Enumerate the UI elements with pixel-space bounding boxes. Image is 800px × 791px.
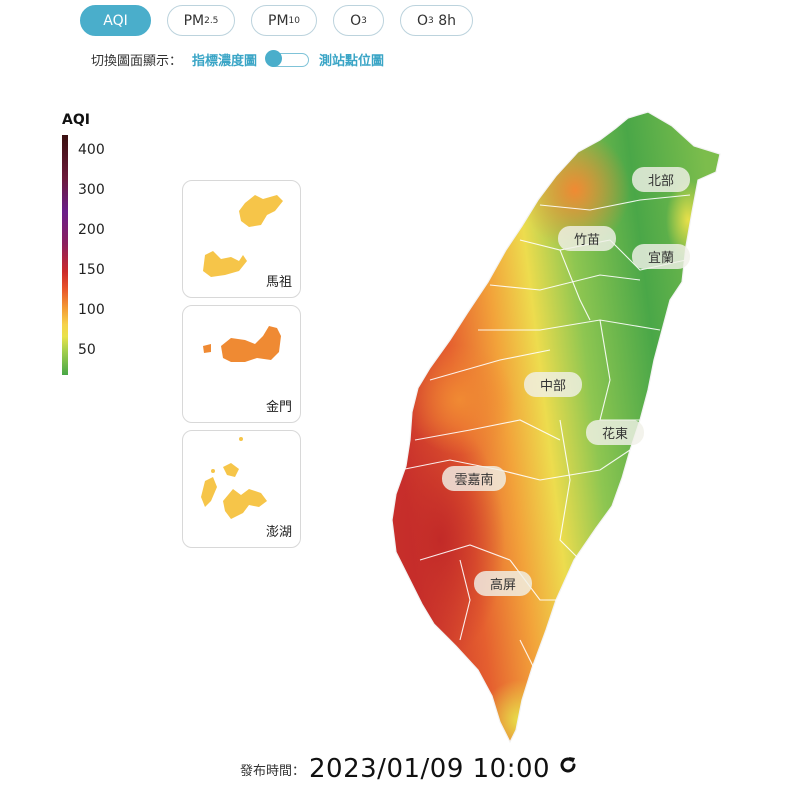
tab-aqi-label: AQI	[103, 12, 128, 29]
legend-tick: 100	[78, 302, 105, 318]
tab-o3-sub: 3	[361, 15, 367, 26]
inset-kinmen[interactable]: 金門	[182, 305, 301, 423]
legend-color-bar	[62, 135, 68, 375]
inset-penghu[interactable]: 澎湖	[182, 430, 301, 548]
legend-title: AQI	[62, 112, 90, 128]
publish-time-value: 2023/01/09 10:00	[309, 754, 551, 784]
tab-pm25-sub: 2.5	[204, 15, 219, 26]
tab-o3-8h-sub: 3	[428, 15, 434, 26]
region-label-gaoping[interactable]: 高屏	[474, 571, 532, 596]
penghu-islands	[201, 437, 267, 519]
option-station-map[interactable]: 測站點位圖	[319, 54, 385, 69]
legend-tick: 400	[78, 142, 105, 158]
toggle-knob[interactable]	[265, 49, 283, 67]
inset-matsu-label: 馬祖	[265, 275, 292, 290]
display-toggle[interactable]	[265, 49, 310, 67]
tab-pm10-sub: 10	[288, 15, 300, 26]
display-switch-row: 切換圖面顯示： 指標濃度圖 測站點位圖	[91, 49, 385, 69]
legend-tick: 50	[78, 342, 96, 358]
legend-tick: 200	[78, 222, 105, 238]
tab-o3-8h-suffix: 8h	[433, 12, 456, 29]
refresh-icon[interactable]	[558, 755, 578, 779]
publish-time-label: 發布時間：	[240, 764, 306, 779]
tab-pm10-label: PM	[268, 12, 289, 29]
region-label-north[interactable]: 北部	[632, 167, 690, 192]
legend-tick: 150	[78, 262, 105, 278]
tab-pm25-label: PM	[183, 12, 205, 29]
option-concentration-map[interactable]: 指標濃度圖	[192, 54, 258, 69]
tab-o3-8h-label: O	[417, 12, 429, 29]
region-label-central[interactable]: 中部	[524, 372, 582, 397]
inset-penghu-label: 澎湖	[265, 525, 292, 540]
publish-time: 發布時間： 2023/01/09 10:00	[240, 754, 578, 784]
display-switch-label: 切換圖面顯示：	[91, 54, 183, 69]
tab-aqi[interactable]: AQI	[80, 5, 151, 36]
region-label-huadong[interactable]: 花東	[586, 420, 644, 445]
matsu-islands	[203, 195, 283, 277]
tab-o3-label: O	[350, 12, 362, 29]
region-label-yunjianan[interactable]: 雲嘉南	[442, 466, 506, 491]
inset-matsu[interactable]: 馬祖	[182, 180, 301, 298]
inset-kinmen-label: 金門	[265, 400, 292, 415]
legend-tick: 300	[78, 182, 105, 198]
region-label-yilan[interactable]: 宜蘭	[632, 244, 690, 269]
tab-pm25[interactable]: PM 2.5	[167, 5, 235, 36]
region-label-zhumiao[interactable]: 竹苗	[558, 226, 616, 251]
tab-pm10[interactable]: PM 10	[251, 5, 317, 36]
kinmen-islands	[203, 326, 281, 362]
aqi-shading	[392, 112, 720, 742]
